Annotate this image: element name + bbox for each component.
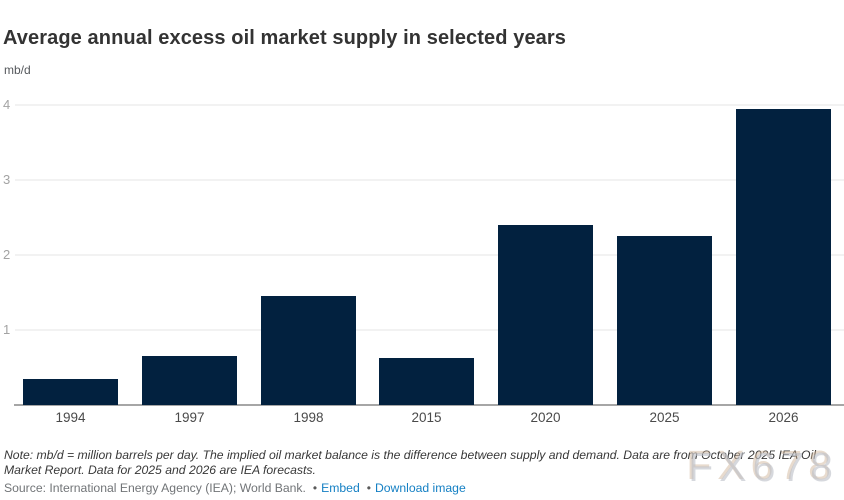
- source-text: Source: International Energy Agency (IEA…: [4, 481, 306, 495]
- x-axis-tick-label-1998: 1998: [293, 410, 324, 425]
- gridline-y-4: [15, 104, 844, 106]
- bullet-separator: •: [366, 481, 371, 495]
- y-axis-tick-label-2: 2: [3, 247, 11, 262]
- download-image-link[interactable]: Download image: [374, 481, 466, 495]
- x-axis-tick-label-2025: 2025: [649, 410, 680, 425]
- gridline-y-1: [15, 329, 844, 331]
- bar-1997: [142, 356, 237, 405]
- bar-2020: [498, 225, 593, 405]
- x-axis-tick-label-2026: 2026: [768, 410, 799, 425]
- x-axis-tick-label-2020: 2020: [530, 410, 561, 425]
- y-axis-tick-label-3: 3: [3, 172, 11, 187]
- x-axis-tick-label-1997: 1997: [174, 410, 205, 425]
- x-axis-tick-label-2015: 2015: [411, 410, 442, 425]
- embed-link[interactable]: Embed: [321, 481, 360, 495]
- gridline-y-3: [15, 179, 844, 181]
- chart-unit-label: mb/d: [4, 63, 31, 77]
- bar-2026: [736, 109, 831, 405]
- bar-2015: [379, 358, 474, 405]
- chart-note: Note: mb/d = million barrels per day. Th…: [4, 448, 816, 477]
- x-axis-line: [14, 404, 844, 406]
- bar-1998: [261, 296, 356, 405]
- chart-title: Average annual excess oil market supply …: [3, 27, 567, 49]
- y-axis-tick-label-4: 4: [3, 97, 11, 112]
- x-axis-tick-label-1994: 1994: [55, 410, 86, 425]
- gridline-y-2: [15, 254, 844, 256]
- source-line: Source: International Energy Agency (IEA…: [4, 481, 840, 495]
- y-axis-tick-label-1: 1: [3, 322, 11, 337]
- bar-2025: [617, 236, 712, 405]
- bar-1994: [23, 379, 118, 405]
- bullet-separator: •: [312, 481, 318, 495]
